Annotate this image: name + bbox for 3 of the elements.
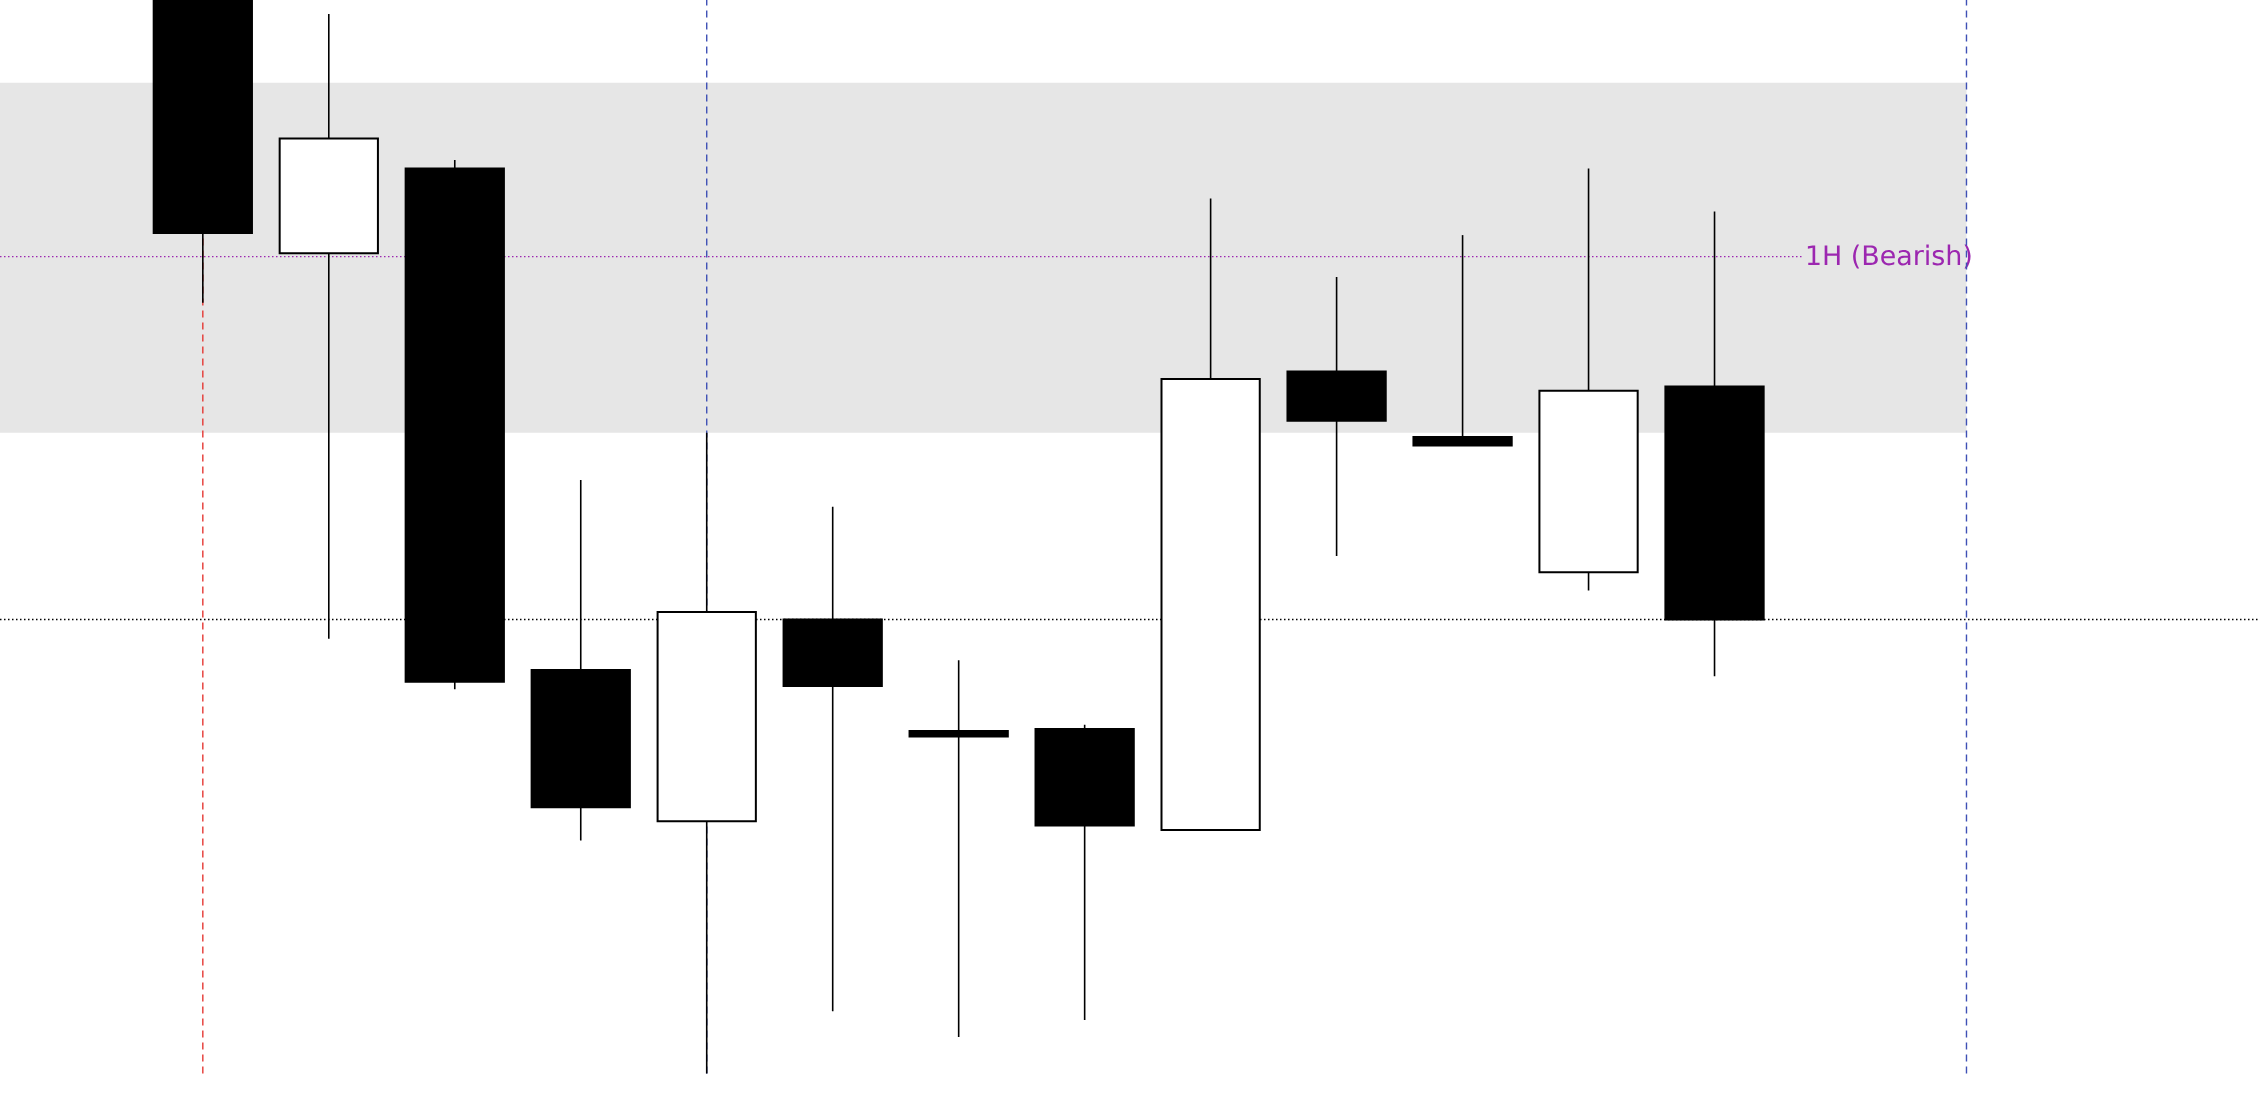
- candlestick: [1412, 234, 1513, 447]
- candlestick: [908, 659, 1009, 1038]
- ref-line-label: 1H (Bearish): [1807, 244, 1971, 269]
